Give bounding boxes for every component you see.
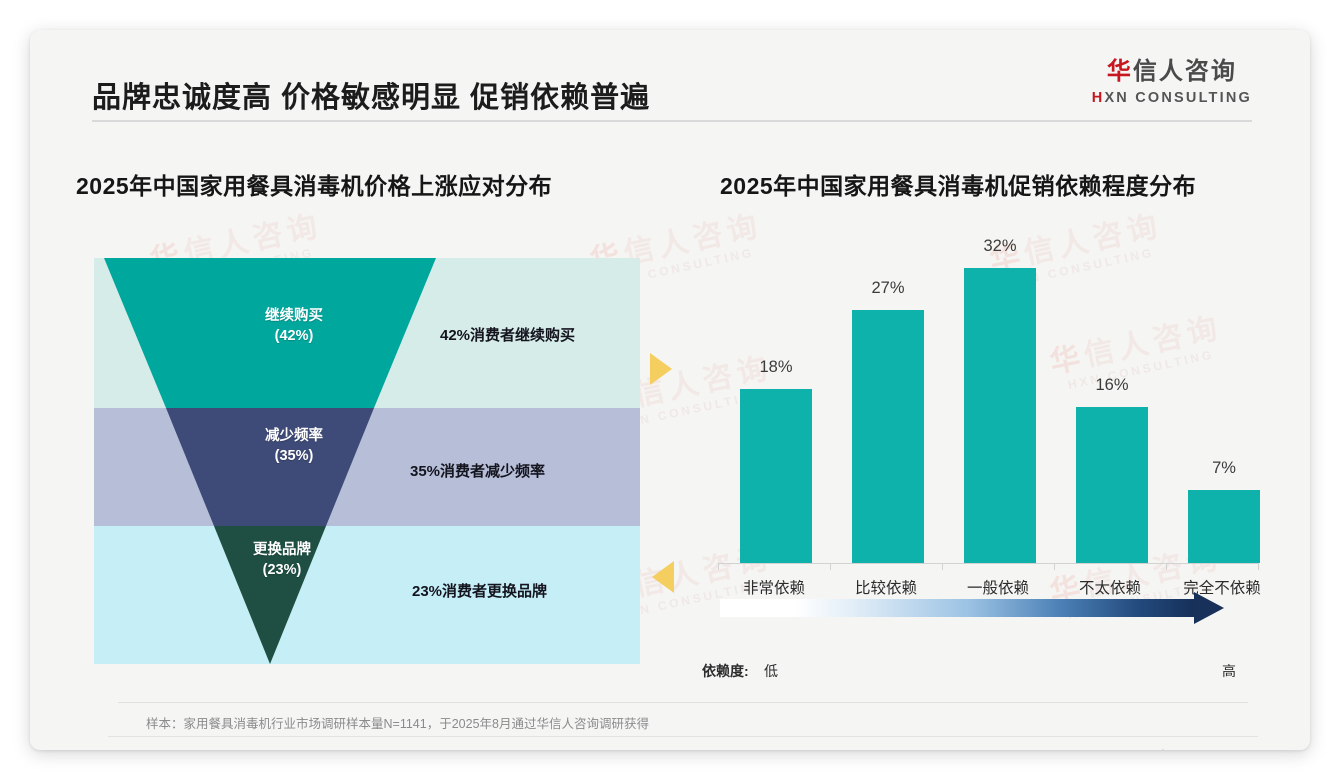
- funnel-label-0-value: (42%): [274, 328, 314, 345]
- x-axis-label: 非常依赖: [742, 580, 805, 597]
- gradient-arrow-head-icon: [1194, 592, 1224, 624]
- funnel-band-2: [94, 526, 640, 664]
- funnel-segment-0: [104, 258, 436, 408]
- funnel-label-2-text: 更换品牌: [253, 542, 311, 558]
- x-axis-tick: [942, 563, 943, 570]
- footer-divider: [108, 736, 1258, 737]
- website-link[interactable]: www.hxrcon.com: [1132, 748, 1226, 750]
- bar-column: 16%: [1062, 258, 1162, 563]
- right-chart-title: 2025年中国家用餐具消毒机促销依赖程度分布: [720, 173, 1197, 199]
- bar-value-label: 7%: [1212, 459, 1236, 477]
- gradient-track: [720, 599, 1196, 617]
- page-title: 品牌忠诚度高 价格敏感明显 促销依赖普遍: [92, 82, 651, 114]
- copyright-text: ©2025.10 HXR华信人咨询: [130, 748, 277, 750]
- x-axis-line: [718, 563, 1258, 564]
- funnel-chart: 继续购买 (42%) 减少频率 (35%) 更换品牌 (23%) 42%消费者继…: [94, 258, 640, 664]
- funnel-segment-2: [214, 526, 326, 664]
- x-axis-tick: [1166, 563, 1167, 570]
- funnel-label-1-text: 减少频率: [265, 428, 323, 444]
- x-axis-label: 一般依赖: [966, 580, 1029, 597]
- funnel-label-2: 更换品牌 (23%): [202, 540, 362, 581]
- funnel-shape: [104, 258, 436, 664]
- bar-value-label: 16%: [1095, 376, 1129, 394]
- bar-value-label: 27%: [871, 279, 905, 297]
- funnel-side-label-0: 42%消费者继续购买: [440, 327, 576, 344]
- left-triangle-icon: [652, 561, 674, 593]
- logo-chinese-rest: 信人咨询: [1132, 58, 1237, 85]
- funnel-segment-1: [166, 408, 374, 526]
- funnel-label-2-value: (23%): [262, 562, 302, 579]
- company-logo: 华信人咨询 HXN CONSULTING: [1092, 58, 1252, 106]
- bar-rect: [964, 268, 1036, 563]
- legend-high-label: 高: [1222, 663, 1236, 679]
- sample-note: 样本：家用餐具消毒机行业市场调研样本量N=1141，于2025年8月通过华信人咨…: [146, 717, 649, 731]
- slide-card: 品牌忠诚度高 价格敏感明显 促销依赖普遍 华信人咨询 HXN CONSULTIN…: [30, 30, 1310, 750]
- logo-english-text: HXN CONSULTING: [1092, 90, 1252, 106]
- x-axis-label: 不太依赖: [1078, 580, 1141, 597]
- bar-column: 27%: [838, 258, 938, 563]
- bar-rect: [852, 310, 924, 563]
- bar-plot-area: 18% 27% 32% 16% 7%: [718, 237, 1260, 563]
- bar-rect: [1076, 407, 1148, 563]
- bar-chart: 18% 27% 32% 16% 7%: [690, 237, 1270, 598]
- x-axis-tick: [830, 563, 831, 570]
- logo-char-h: H: [1091, 89, 1105, 106]
- header-divider: [92, 120, 1252, 122]
- right-triangle-icon: [650, 353, 672, 385]
- funnel-label-1: 减少频率 (35%): [214, 426, 374, 467]
- bar-column: 7%: [1174, 258, 1274, 563]
- bar-column: 32%: [950, 237, 1050, 563]
- funnel-label-0: 继续购买 (42%): [214, 306, 374, 347]
- legend-low-label: 低: [764, 663, 778, 679]
- bar-value-label: 32%: [983, 237, 1017, 255]
- dependency-gradient-bar: [720, 592, 1240, 624]
- bar-rect: [740, 389, 812, 563]
- x-axis-label: 比较依赖: [854, 580, 917, 597]
- left-chart-title: 2025年中国家用餐具消毒机价格上涨应对分布: [76, 173, 553, 199]
- x-axis-tick: [1054, 563, 1055, 570]
- funnel-side-label-1: 35%消费者减少频率: [410, 463, 546, 480]
- x-axis-tick: [718, 563, 719, 570]
- bar-value-label: 18%: [759, 358, 793, 376]
- note-divider: [118, 702, 1248, 703]
- bar-rect: [1188, 490, 1260, 563]
- logo-english-rest: XN CONSULTING: [1104, 89, 1252, 106]
- legend-title: 依赖度:: [702, 663, 749, 679]
- funnel-label-1-value: (35%): [274, 448, 314, 465]
- funnel-label-0-text: 继续购买: [265, 308, 323, 324]
- x-axis-tick: [1258, 563, 1259, 570]
- bar-column: 18%: [726, 258, 826, 563]
- logo-chinese-text: 华信人咨询: [1092, 58, 1252, 86]
- funnel-side-label-2: 23%消费者更换品牌: [412, 583, 548, 600]
- logo-char-hua: 华: [1106, 58, 1133, 85]
